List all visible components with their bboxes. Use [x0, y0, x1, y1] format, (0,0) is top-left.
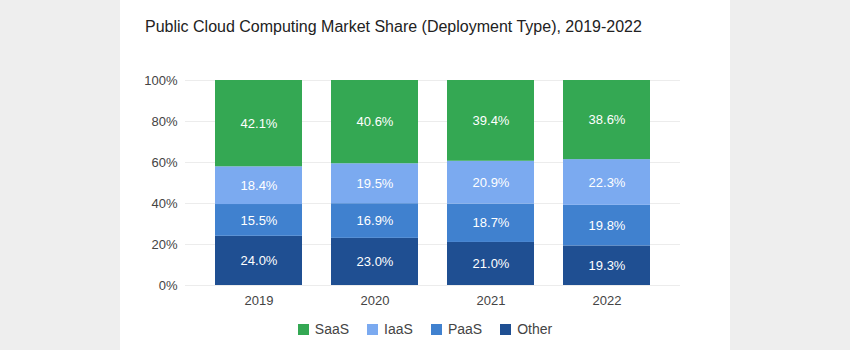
svg-text:2019: 2019 [245, 293, 274, 308]
svg-text:40%: 40% [151, 196, 177, 211]
svg-text:20.9%: 20.9% [473, 175, 510, 190]
svg-text:39.4%: 39.4% [473, 113, 510, 128]
svg-text:2021: 2021 [477, 293, 506, 308]
svg-text:15.5%: 15.5% [241, 213, 278, 228]
svg-text:80%: 80% [151, 114, 177, 129]
svg-text:19.3%: 19.3% [589, 258, 626, 273]
svg-text:22.3%: 22.3% [589, 175, 626, 190]
svg-text:100%: 100% [144, 73, 178, 88]
svg-text:24.0%: 24.0% [241, 253, 278, 268]
svg-text:16.9%: 16.9% [357, 213, 394, 228]
svg-text:42.1%: 42.1% [241, 116, 278, 131]
svg-text:60%: 60% [151, 155, 177, 170]
html-text:Other: Other [517, 321, 553, 337]
svg-text:19.8%: 19.8% [589, 218, 626, 233]
svg-text:2022: 2022 [593, 293, 622, 308]
svg-text:0%: 0% [159, 278, 178, 293]
svg-text:21.0%: 21.0% [473, 256, 510, 271]
svg-text:38.6%: 38.6% [589, 112, 626, 127]
html-text:PaaS: PaaS [447, 321, 483, 337]
svg-text:40.6%: 40.6% [357, 114, 394, 129]
svg-text:18.4%: 18.4% [241, 178, 278, 193]
svg-text:2020: 2020 [361, 293, 390, 308]
html-text:SaaS: SaaS [314, 321, 350, 337]
svg-text:19.5%: 19.5% [357, 176, 394, 191]
html-text:Public Cloud Computing Market: Public Cloud Computing Market Share (Dep… [145, 18, 642, 35]
svg-text:23.0%: 23.0% [357, 254, 394, 269]
svg-text:20%: 20% [151, 237, 177, 252]
svg-text:18.7%: 18.7% [473, 215, 510, 230]
html-text:IaaS: IaaS [384, 321, 413, 337]
